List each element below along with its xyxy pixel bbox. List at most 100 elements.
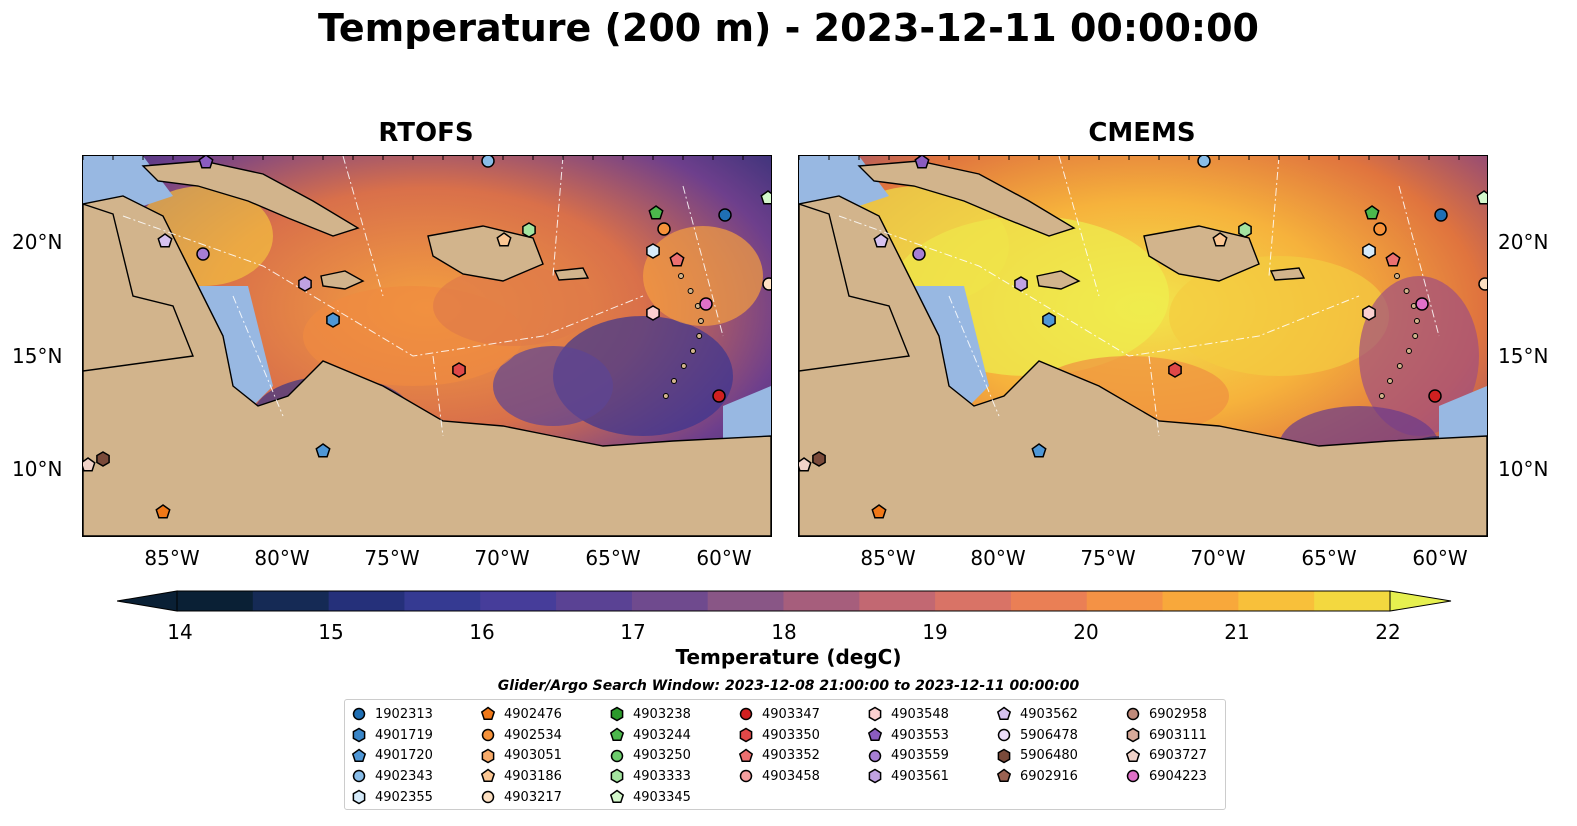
float-1902313 <box>718 208 732 222</box>
legend-marker <box>480 768 496 783</box>
legend-label: 6903727 <box>1149 748 1207 764</box>
legend-item-4903561: 4903561 <box>867 766 949 787</box>
lat-label-15n-left: 15°N <box>12 344 63 368</box>
float-4903345 <box>1476 190 1487 205</box>
lon-label-60w-rtofs: 60°W <box>696 546 752 570</box>
eez-boundaries <box>122 156 724 437</box>
colorbar-segment <box>1314 591 1391 611</box>
float-4903559 <box>196 247 210 261</box>
float-4903217 <box>1478 277 1487 291</box>
colorbar-tick-18: 18 <box>771 620 797 644</box>
legend-marker <box>481 728 495 742</box>
lon-label-85w-rtofs: 85°W <box>144 546 200 570</box>
legend-label: 4903186 <box>504 768 562 784</box>
hexagon-marker-icon <box>481 748 495 764</box>
colorbar-segment <box>631 591 709 611</box>
float-4903350 <box>452 362 466 378</box>
legend-label: 4901719 <box>375 727 433 743</box>
legend-item-4903217: 4903217 <box>480 787 562 808</box>
legend-marker <box>867 727 883 742</box>
island-lesser-antilles <box>1412 333 1419 339</box>
colorbar <box>116 590 1452 612</box>
temperature-anomaly <box>643 226 763 326</box>
legend-item-4903051: 4903051 <box>480 745 562 766</box>
legend-item-4902355: 4902355 <box>351 787 433 808</box>
legend-marker <box>609 789 625 804</box>
legend-label: 1902313 <box>375 706 433 722</box>
circle-marker-icon <box>610 749 624 762</box>
legend-marker <box>739 727 753 743</box>
legend-label: 4903562 <box>1020 706 1078 722</box>
legend-item-6902958: 6902958 <box>1125 704 1207 725</box>
legend-marker <box>1126 770 1140 783</box>
landmass-yucatan <box>799 203 910 372</box>
hexagon-marker-icon <box>868 769 882 784</box>
island-lesser-antilles <box>1394 273 1400 279</box>
legend-label: 4902355 <box>375 789 433 805</box>
float-5906480 <box>812 451 826 467</box>
lon-label-75w-rtofs: 75°W <box>364 546 420 570</box>
circle-marker-icon <box>352 770 366 783</box>
float-4902534 <box>1373 222 1387 236</box>
landmass-puerto-rico <box>1269 267 1306 281</box>
float-4902355 <box>646 243 660 259</box>
float-4903217 <box>762 277 771 291</box>
lon-label-70w-cmems: 70°W <box>1190 546 1246 570</box>
island-lesser-antilles <box>680 363 687 369</box>
legend-column: 6902958 6903111 6903727 6904223 <box>1125 704 1207 787</box>
float-4902534 <box>657 222 671 236</box>
lon-label-70w-rtofs: 70°W <box>474 546 530 570</box>
circle-marker-icon <box>1126 770 1140 783</box>
legend-item-4902343: 4902343 <box>351 766 433 787</box>
legend-label: 6903111 <box>1149 727 1207 743</box>
colorbar-extend-high <box>1389 590 1452 612</box>
float-4903553 <box>198 156 214 169</box>
legend-item-4901719: 4901719 <box>351 725 433 746</box>
island-lesser-antilles <box>687 288 694 294</box>
legend-marker <box>481 790 495 804</box>
legend-label: 4903238 <box>633 706 691 722</box>
figure-title: Temperature (200 m) - 2023-12-11 00:00:0… <box>317 6 1259 50</box>
legend-marker <box>610 769 624 784</box>
legend-item-4902534: 4902534 <box>480 725 562 746</box>
map-panel-cmems[interactable] <box>798 155 1488 537</box>
legend-item-6902916: 6902916 <box>996 766 1078 787</box>
temperature-anomaly <box>493 346 613 426</box>
float-6904223 <box>699 297 713 311</box>
landmass-yucatan <box>83 203 194 372</box>
landmass-puerto-rico <box>553 267 590 281</box>
landmass-hispaniola <box>427 225 544 282</box>
colorbar-segment <box>480 591 557 611</box>
legend-label: 6902916 <box>1020 768 1078 784</box>
circle-marker-icon <box>868 749 882 762</box>
float-6903727 <box>83 457 96 472</box>
legend-item-4903238: 4903238 <box>609 704 691 725</box>
circle-marker-icon <box>352 708 366 721</box>
legend-item-4903347: 4903347 <box>738 704 820 725</box>
float-4903347 <box>712 389 726 403</box>
legend-label: 6902958 <box>1149 706 1207 722</box>
legend-marker <box>352 789 366 805</box>
map-panel-rtofs[interactable] <box>82 155 772 537</box>
island-lesser-antilles <box>1405 348 1412 354</box>
legend-item-4903244: 4903244 <box>609 725 691 746</box>
colorbar-segment <box>252 591 330 611</box>
float-4903333 <box>522 222 536 238</box>
float-4903562 <box>157 233 173 248</box>
float-4901719 <box>326 312 340 328</box>
legend-marker <box>351 748 367 762</box>
legend-label: 4903350 <box>762 727 820 743</box>
legend-label: 4903458 <box>762 768 820 784</box>
colorbar-segment <box>177 591 254 611</box>
legend-item-6903727: 6903727 <box>1125 745 1207 766</box>
legend-label: 4903250 <box>633 748 691 764</box>
lon-label-85w-cmems: 85°W <box>860 546 916 570</box>
float-4903559 <box>912 247 926 261</box>
float-4903333 <box>1238 222 1252 238</box>
float-4903561 <box>298 276 312 292</box>
legend-marker <box>996 706 1012 721</box>
legend-item-4903553: 4903553 <box>867 725 949 746</box>
hexagon-marker-icon <box>610 769 624 784</box>
legend-marker <box>868 749 882 762</box>
lat-label-10n-right: 10°N <box>1498 457 1549 481</box>
